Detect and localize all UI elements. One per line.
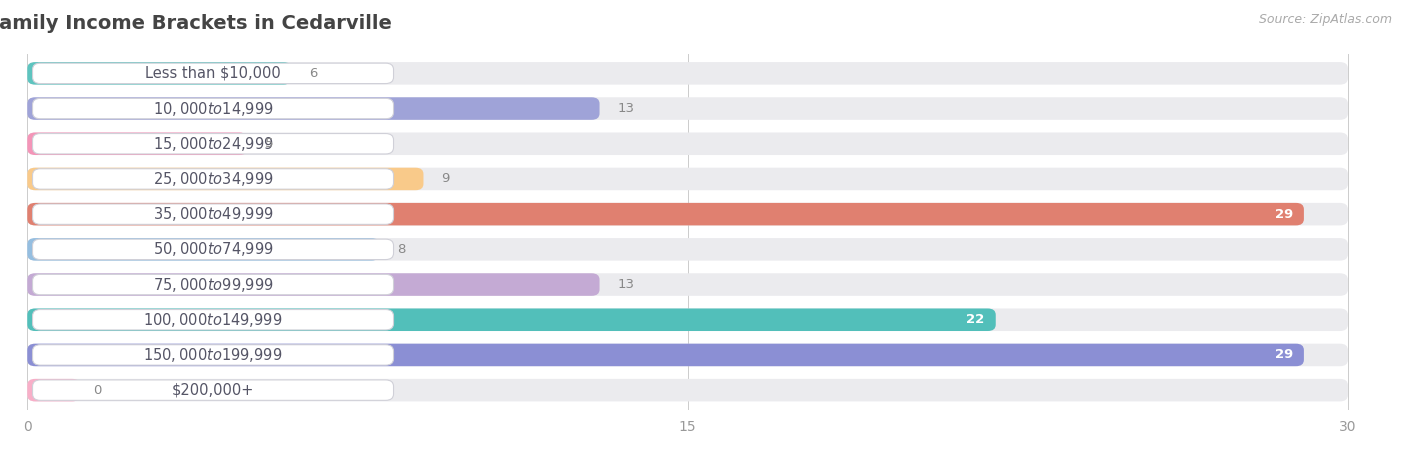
- FancyBboxPatch shape: [27, 62, 1348, 85]
- Text: $15,000 to $24,999: $15,000 to $24,999: [153, 135, 273, 153]
- FancyBboxPatch shape: [27, 62, 291, 85]
- FancyBboxPatch shape: [27, 168, 423, 190]
- Text: Less than $10,000: Less than $10,000: [145, 66, 281, 81]
- Text: 29: 29: [1275, 348, 1294, 361]
- Text: 0: 0: [93, 384, 101, 396]
- FancyBboxPatch shape: [27, 203, 1303, 225]
- Text: $200,000+: $200,000+: [172, 382, 254, 398]
- FancyBboxPatch shape: [32, 345, 394, 365]
- FancyBboxPatch shape: [27, 132, 247, 155]
- FancyBboxPatch shape: [32, 204, 394, 225]
- FancyBboxPatch shape: [32, 239, 394, 260]
- FancyBboxPatch shape: [32, 169, 394, 189]
- Text: 13: 13: [617, 278, 634, 291]
- FancyBboxPatch shape: [27, 97, 599, 120]
- Text: 29: 29: [1275, 207, 1294, 220]
- FancyBboxPatch shape: [27, 238, 1348, 261]
- Text: $75,000 to $99,999: $75,000 to $99,999: [153, 275, 273, 293]
- FancyBboxPatch shape: [32, 380, 394, 400]
- Text: $150,000 to $199,999: $150,000 to $199,999: [143, 346, 283, 364]
- FancyBboxPatch shape: [32, 310, 394, 330]
- Text: $35,000 to $49,999: $35,000 to $49,999: [153, 205, 273, 223]
- FancyBboxPatch shape: [27, 203, 1348, 225]
- FancyBboxPatch shape: [27, 168, 1348, 190]
- Text: $25,000 to $34,999: $25,000 to $34,999: [153, 170, 273, 188]
- Text: 9: 9: [441, 172, 450, 185]
- FancyBboxPatch shape: [27, 344, 1348, 366]
- Text: $10,000 to $14,999: $10,000 to $14,999: [153, 99, 273, 117]
- FancyBboxPatch shape: [27, 97, 1348, 120]
- Text: $50,000 to $74,999: $50,000 to $74,999: [153, 240, 273, 258]
- Text: 13: 13: [617, 102, 634, 115]
- FancyBboxPatch shape: [27, 379, 80, 401]
- FancyBboxPatch shape: [27, 309, 1348, 331]
- FancyBboxPatch shape: [27, 132, 1348, 155]
- Text: 5: 5: [264, 137, 274, 150]
- Text: $100,000 to $149,999: $100,000 to $149,999: [143, 311, 283, 329]
- Text: 6: 6: [309, 67, 318, 80]
- Text: Family Income Brackets in Cedarville: Family Income Brackets in Cedarville: [0, 14, 391, 33]
- FancyBboxPatch shape: [27, 273, 599, 296]
- FancyBboxPatch shape: [27, 309, 995, 331]
- FancyBboxPatch shape: [32, 99, 394, 119]
- FancyBboxPatch shape: [27, 273, 1348, 296]
- FancyBboxPatch shape: [27, 238, 380, 261]
- FancyBboxPatch shape: [27, 379, 1348, 401]
- FancyBboxPatch shape: [32, 274, 394, 295]
- Text: Source: ZipAtlas.com: Source: ZipAtlas.com: [1258, 14, 1392, 27]
- FancyBboxPatch shape: [32, 63, 394, 84]
- FancyBboxPatch shape: [32, 134, 394, 154]
- Text: 8: 8: [396, 243, 405, 256]
- Text: 22: 22: [966, 313, 984, 326]
- FancyBboxPatch shape: [27, 344, 1303, 366]
